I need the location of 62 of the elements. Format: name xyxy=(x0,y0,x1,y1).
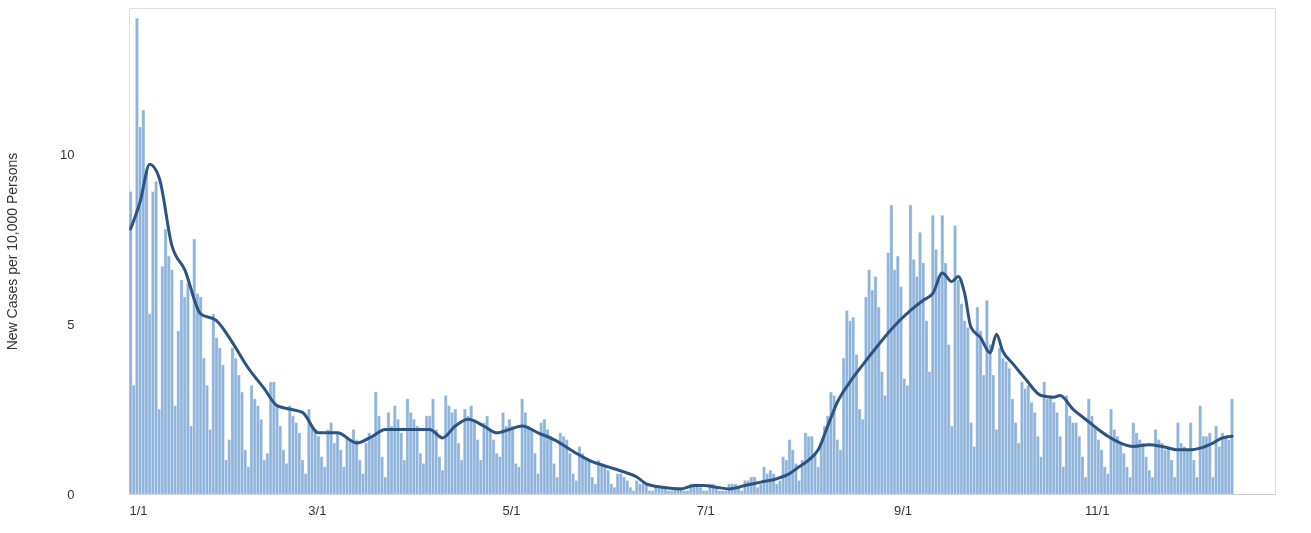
y-tick-label: 5 xyxy=(67,316,75,332)
bar xyxy=(141,109,146,495)
bar xyxy=(351,429,356,495)
bar xyxy=(249,385,254,495)
bar xyxy=(1064,395,1069,495)
bar xyxy=(1198,405,1202,495)
y-tick-label: 0 xyxy=(67,486,75,502)
bar xyxy=(135,18,139,495)
x-tick-label: 7/1 xyxy=(696,502,715,518)
bar xyxy=(1141,442,1145,495)
x-tick-label: 9/1 xyxy=(894,502,913,518)
bar xyxy=(599,463,604,495)
bar xyxy=(154,181,158,495)
x-tick-label: 11/1 xyxy=(1085,502,1110,518)
bar xyxy=(329,422,333,495)
x-tick-label: 1/1 xyxy=(129,502,148,518)
bar xyxy=(832,395,836,495)
bar xyxy=(230,347,235,495)
bar xyxy=(806,436,811,495)
bar xyxy=(1026,385,1031,495)
bar xyxy=(577,446,582,495)
y-tick-label: 10 xyxy=(60,146,75,162)
bar xyxy=(985,300,989,495)
bar xyxy=(1131,422,1136,495)
bar xyxy=(405,398,410,495)
bar xyxy=(1166,446,1171,495)
bar xyxy=(940,215,945,495)
bar xyxy=(453,408,458,495)
bar xyxy=(386,412,391,495)
bar xyxy=(619,473,623,495)
bar xyxy=(1176,422,1180,495)
bar xyxy=(1214,425,1218,495)
bar xyxy=(635,480,639,495)
bar xyxy=(1230,398,1234,495)
bar xyxy=(542,419,547,495)
bar xyxy=(431,398,435,495)
x-tick-label: 5/1 xyxy=(502,502,521,518)
bar xyxy=(787,439,792,495)
y-axis-title: New Cases per 10,000 Persons xyxy=(4,152,21,351)
bar xyxy=(908,204,913,495)
bar xyxy=(128,191,133,495)
bar xyxy=(953,225,957,495)
x-tick-label: 3/1 xyxy=(308,502,327,518)
bar xyxy=(625,480,629,495)
bar xyxy=(701,490,706,495)
bar xyxy=(975,306,980,495)
bar xyxy=(1223,436,1228,495)
bar xyxy=(1208,432,1212,495)
bar xyxy=(529,429,534,495)
bar xyxy=(186,283,190,495)
bar xyxy=(873,276,878,495)
bar xyxy=(641,483,645,495)
bar xyxy=(698,487,703,495)
bar xyxy=(889,204,894,495)
bar xyxy=(163,228,168,495)
bar xyxy=(1109,408,1113,495)
bar xyxy=(192,238,196,495)
bar xyxy=(335,432,340,495)
bar xyxy=(179,279,184,495)
bar xyxy=(211,313,216,495)
bar xyxy=(268,381,273,495)
bar xyxy=(606,470,610,495)
